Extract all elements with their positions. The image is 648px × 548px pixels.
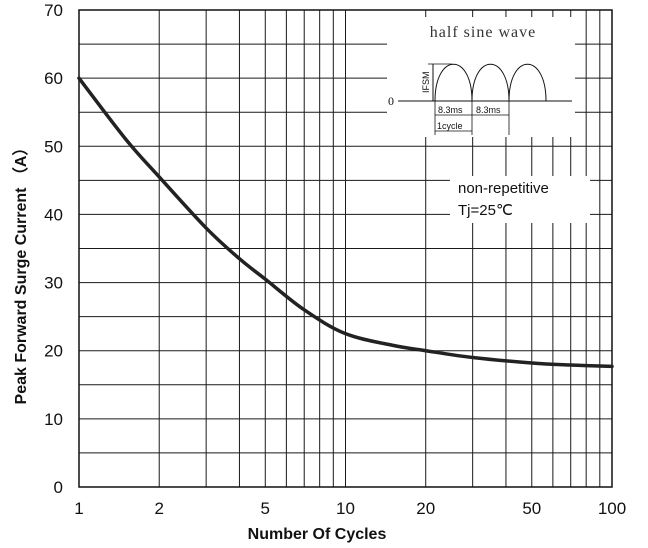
inset-diagram: IFSM 0 8.3ms 8.3ms 1cycle half sine wave [387,17,575,137]
series-line [77,76,614,369]
inset-half-sine [471,63,510,102]
x-tick-label: 50 [522,499,541,518]
note-background [450,176,590,223]
inset-ifsm-label: IFSM [421,72,431,94]
x-tick-labels: 1 2 5 10 20 50 100 [74,499,626,518]
inset-zero-label: 0 [388,94,394,108]
inset-period-label-1: 8.3ms [438,105,463,115]
y-tick-label: 30 [44,274,63,293]
inset-half-sine [434,63,473,102]
x-tick-label: 100 [598,499,626,518]
y-tick-label: 70 [44,1,63,20]
y-axis-title: Peak Forward Surge Current （A） [12,140,30,405]
x-tick-label: 20 [416,499,435,518]
y-tick-labels: 0 10 20 30 40 50 60 70 [44,1,63,497]
note-line-2: Tj=25℃ [458,202,513,219]
y-tick-label: 50 [44,137,63,156]
inset-cycle-label: 1cycle [437,121,463,131]
inset-half-sine [508,63,547,102]
plot-frame [78,9,613,488]
x-tick-label: 2 [154,499,163,518]
x-tick-label: 1 [74,499,83,518]
y-tick-label: 40 [44,205,63,224]
note-line-1: non-repetitive [458,180,549,197]
y-tick-label: 10 [44,410,63,429]
inset-background [387,17,575,137]
y-tick-label: 20 [44,342,63,361]
curve-layer [77,76,614,369]
x-tick-label: 5 [261,499,270,518]
inset-title: half sine wave [430,24,536,41]
x-tick-label: 10 [336,499,355,518]
y-tick-label: 60 [44,69,63,88]
inset-period-label-2: 8.3ms [476,105,501,115]
x-axis-title: Number Of Cycles [248,526,387,543]
y-tick-label: 0 [54,478,63,497]
